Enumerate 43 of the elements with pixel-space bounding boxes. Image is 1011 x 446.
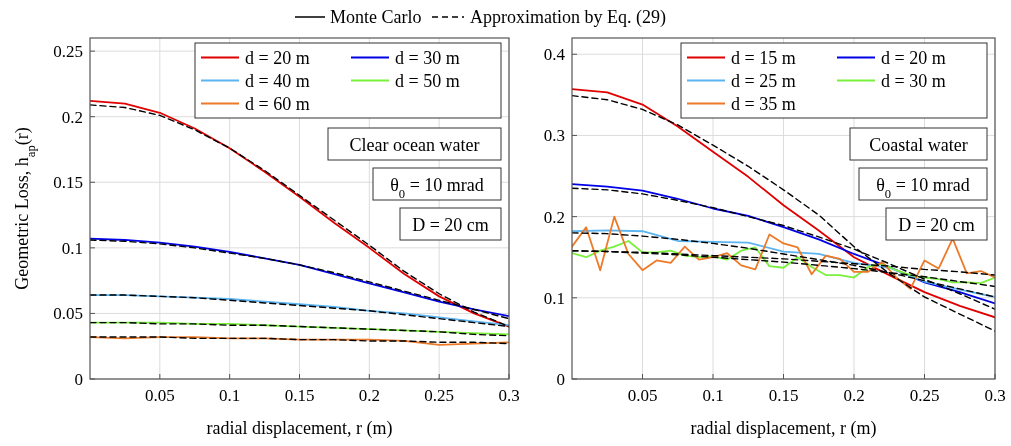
legend-label: d = 25 m	[731, 70, 796, 91]
x-tick-label: 0.1	[702, 386, 724, 405]
y-tick-label: 0	[556, 370, 565, 389]
x-tick-label: 0.25	[424, 386, 455, 405]
x-tick-label: 0.2	[843, 386, 865, 405]
text: Monte Carlo	[330, 7, 422, 27]
legend-label: d = 50 m	[395, 70, 460, 91]
x-tick-label: 0.1	[219, 386, 241, 405]
y-tick-label: 0.1	[543, 288, 565, 308]
y-tick-label: 0.4	[543, 45, 566, 65]
x-tick-label: 0.05	[144, 386, 175, 405]
legend-label: d = 30 m	[881, 70, 946, 91]
x-axis-title: radial displacement, r (m)	[206, 418, 393, 439]
legend-label: d = 40 m	[245, 70, 310, 91]
y-tick-label: 0.15	[53, 173, 83, 193]
annotation: Clear ocean water	[349, 135, 480, 155]
x-tick-label: 0.15	[284, 386, 315, 405]
x-tick-label: 0.05	[627, 386, 658, 405]
legend-label: d = 15 m	[731, 47, 796, 68]
legend-label: d = 60 m	[245, 93, 310, 114]
annotation: D = 20 cm	[412, 215, 489, 235]
x-tick-label: 0.3	[984, 386, 1006, 405]
legend-label: d = 35 m	[731, 93, 796, 114]
y-tick-label: 0.25	[53, 42, 83, 62]
annotation: Coastal water	[869, 135, 968, 155]
x-tick-label: 0.15	[768, 386, 799, 405]
y-tick-label: 0.3	[543, 126, 565, 146]
y-tick-label: 0.2	[61, 107, 83, 127]
legend-label: d = 20 m	[881, 47, 946, 68]
x-tick-label: 0.25	[909, 386, 940, 405]
x-tick-label: 0.3	[498, 386, 520, 405]
legend-label: d = 20 m	[245, 47, 310, 68]
y-tick-label: 0.1	[61, 238, 83, 258]
y-tick-label: 0.2	[543, 207, 565, 227]
x-axis-title: radial displacement, r (m)	[690, 418, 877, 439]
annotation: θ$_{0}$ = 10 mrad	[876, 175, 970, 201]
annotation: θ$_{0}$ = 10 mrad	[390, 175, 484, 201]
legend-label: d = 30 m	[395, 47, 460, 68]
annotation: D = 20 cm	[898, 215, 975, 235]
text: Approximation by Eq. (29)	[470, 7, 666, 28]
y-tick-label: 0	[74, 370, 83, 389]
y-tick-label: 0.05	[53, 304, 83, 324]
x-tick-label: 0.2	[358, 386, 380, 405]
